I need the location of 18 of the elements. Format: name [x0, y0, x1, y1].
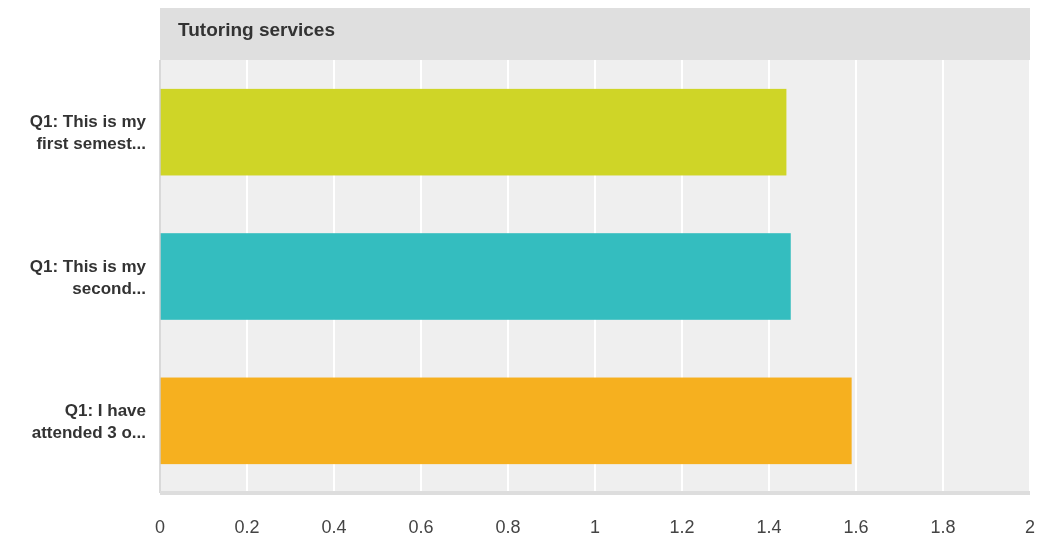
y-tick-label: Q1: This is my second...	[29, 256, 147, 298]
x-tick-label: 1.2	[669, 517, 695, 537]
bar	[160, 377, 852, 465]
x-tick-label: 1	[589, 517, 601, 537]
bar	[160, 88, 787, 176]
x-tick-label: 0.6	[408, 517, 434, 537]
y-tick-label: Q1: I have attended 3 o...	[31, 400, 146, 442]
x-tick-label: 0.2	[234, 517, 260, 537]
chart-title: Tutoring services	[178, 19, 335, 40]
x-tick-label: 2	[1024, 517, 1036, 537]
x-tick-label: 1.8	[930, 517, 956, 537]
x-tick-label: 1.4	[756, 517, 782, 537]
y-tick-label: Q1: This is my first semest...	[29, 112, 147, 154]
x-tick-label: 0.4	[321, 517, 347, 537]
x-tick-label: 0	[154, 517, 166, 537]
bar	[160, 233, 791, 320]
x-tick-label: 1.6	[843, 517, 869, 537]
x-tick-label: 0.8	[495, 517, 521, 537]
